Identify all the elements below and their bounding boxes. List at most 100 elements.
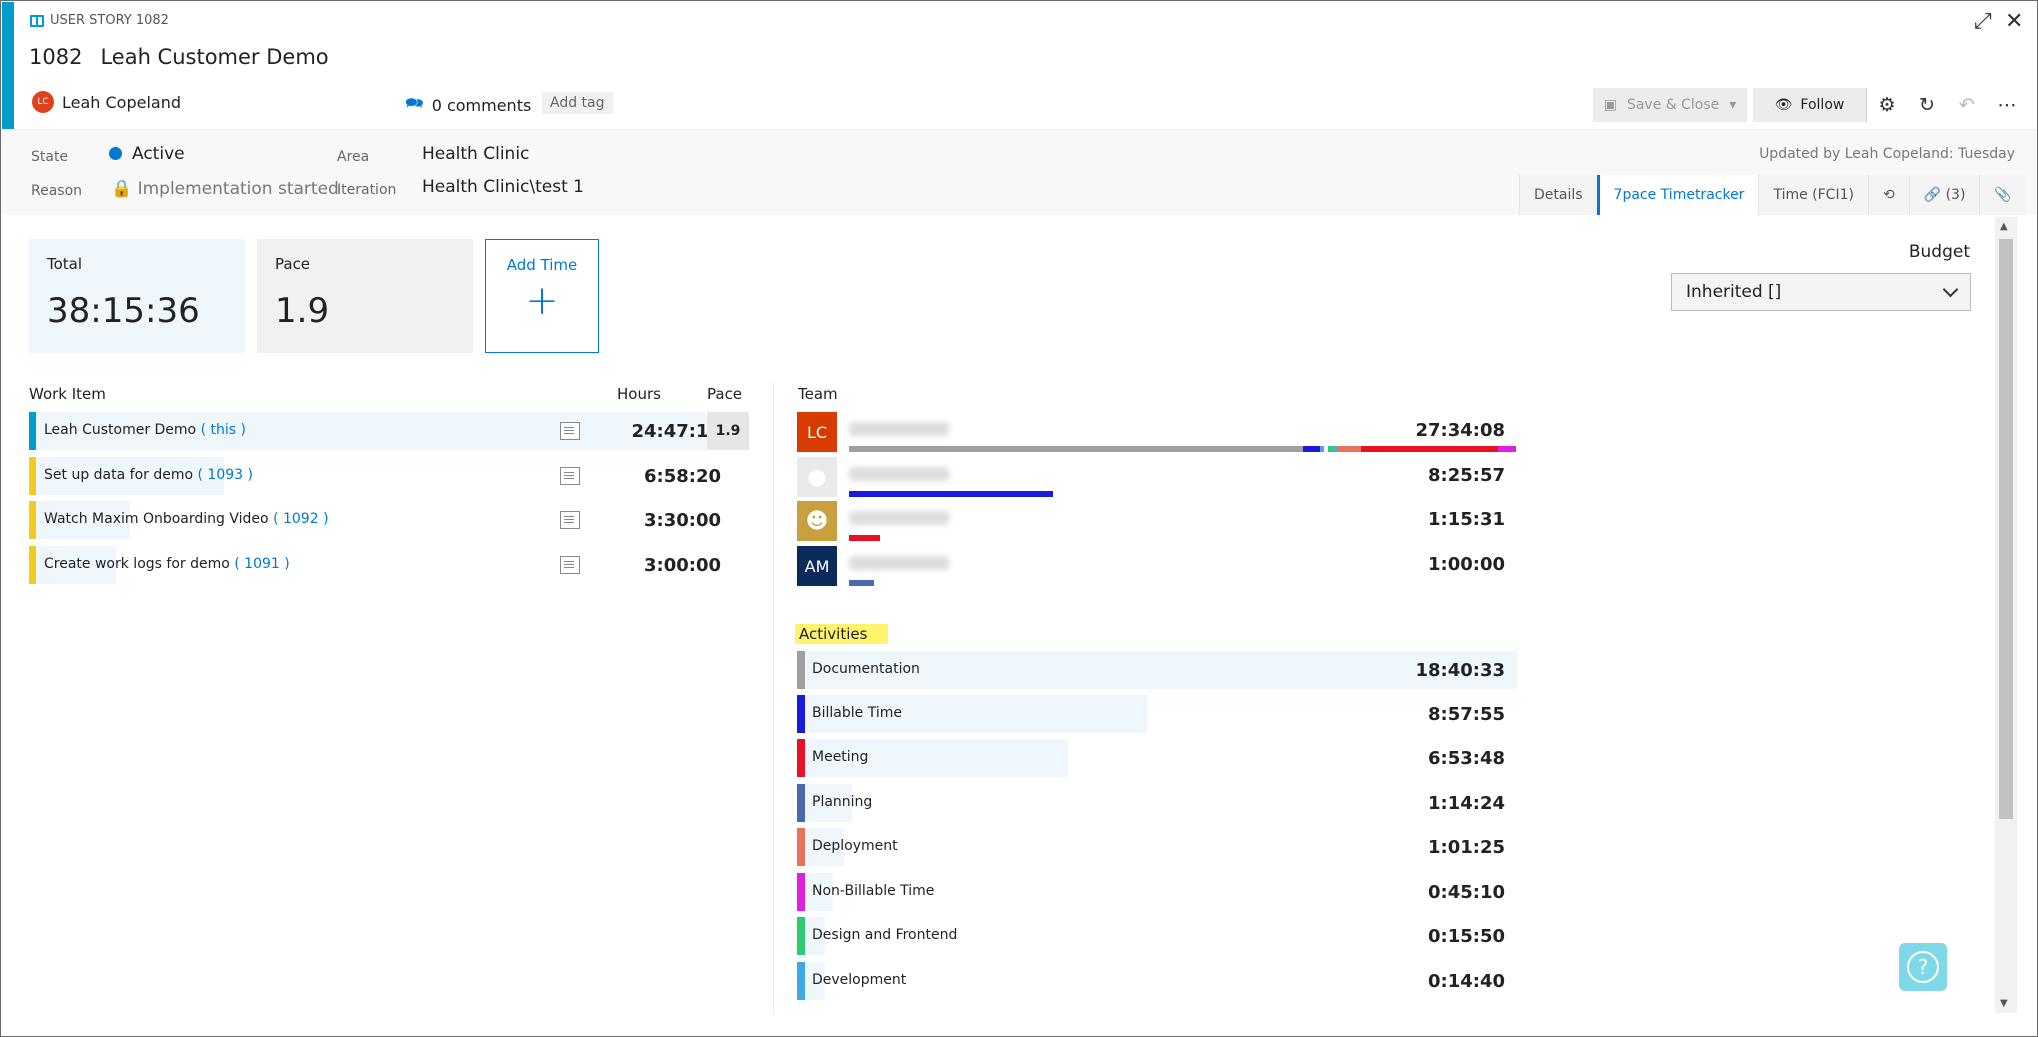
tab-links[interactable]: 🔗 (3): [1908, 175, 1980, 215]
activity-row[interactable]: Billable Time 8:57:55: [797, 695, 1517, 733]
scroll-up-icon[interactable]: ▲: [2000, 221, 2008, 232]
work-item-name: Watch Maxim Onboarding Video: [44, 511, 269, 527]
fields-strip: State Active Reason 🔒 Implementation sta…: [1, 129, 2037, 215]
scroll-down-icon[interactable]: ▼: [2000, 998, 2008, 1009]
work-item-id-link[interactable]: ( 1091 ): [234, 556, 290, 572]
activity-row[interactable]: Deployment 1:01:25: [797, 828, 1517, 866]
follow-button[interactable]: 👁 Follow: [1753, 88, 1867, 122]
team-member-row[interactable]: AM 1:00:00: [797, 546, 1517, 586]
activity-time: 1:01:25: [1427, 837, 1505, 858]
activity-time: 8:57:55: [1427, 704, 1505, 725]
link-icon: 🔗: [1923, 187, 1942, 203]
toolbar: ▣ Save & Close ▾ 👁 Follow ⚙ ↻ ↶ ⋯: [1593, 88, 2027, 122]
row-color-stripe: [29, 501, 36, 539]
tab-time-fci1[interactable]: Time (FCI1): [1758, 175, 1868, 215]
owner-avatar: LC: [32, 91, 54, 113]
iteration-value[interactable]: Health Clinic\test 1: [422, 177, 584, 197]
activity-color-stripe: [797, 651, 805, 689]
budget-value: Inherited []: [1686, 282, 1782, 302]
work-item-row[interactable]: Watch Maxim Onboarding Video ( 1092 ) 3:…: [29, 501, 749, 539]
more-icon[interactable]: ⋯: [1997, 94, 2017, 116]
tab-7pace-timetracker[interactable]: 7pace Timetracker: [1596, 175, 1759, 215]
work-item-id-link[interactable]: ( 1092 ): [273, 511, 329, 527]
total-value: 38:15:36: [47, 291, 200, 331]
refresh-icon[interactable]: ↻: [1919, 94, 1935, 116]
activity-color-stripe: [797, 828, 805, 866]
comments-link[interactable]: 🗪 0 comments: [405, 93, 531, 118]
tab-bar: Details 7pace Timetracker Time (FCI1) ⟲ …: [1519, 175, 2026, 215]
member-avatar: ●: [797, 457, 837, 497]
activity-row[interactable]: Meeting 6:53:48: [797, 739, 1517, 777]
member-avatar: ☻: [797, 501, 837, 541]
activity-row[interactable]: Design and Frontend 0:15:50: [797, 917, 1517, 955]
time-bar-segment: [849, 535, 880, 541]
history-icon: ⟲: [1882, 187, 1895, 203]
work-item-name: Create work logs for demo: [44, 556, 230, 572]
save-close-button[interactable]: ▣ Save & Close ▾: [1593, 88, 1747, 122]
vertical-scrollbar[interactable]: ▲ ▼: [1995, 217, 2017, 1013]
activity-time: 6:53:48: [1427, 748, 1505, 769]
help-button[interactable]: ?: [1899, 943, 1947, 991]
work-item-row[interactable]: Leah Customer Demo ( this ) 24:47:16 1.9: [29, 412, 749, 450]
activity-row[interactable]: Planning 1:14:24: [797, 784, 1517, 822]
team-member-row[interactable]: ☻ 1:15:31: [797, 501, 1517, 541]
add-tag-button[interactable]: Add tag: [542, 92, 613, 114]
worklog-icon[interactable]: [560, 556, 580, 574]
tab-details[interactable]: Details: [1519, 175, 1597, 215]
worklog-icon[interactable]: [560, 467, 580, 485]
row-color-stripe: [29, 412, 36, 450]
activity-share-bar: [805, 873, 833, 911]
team-title: Team: [798, 385, 838, 403]
activity-name: Deployment: [812, 838, 898, 854]
activity-name: Billable Time: [812, 705, 902, 721]
activity-color-stripe: [797, 962, 805, 1000]
total-card: Total 38:15:36: [29, 239, 245, 353]
work-item-pace: 1.9: [707, 412, 749, 450]
activity-row[interactable]: Non-Billable Time 0:45:10: [797, 873, 1517, 911]
tab-history[interactable]: ⟲: [1867, 175, 1909, 215]
budget-dropdown[interactable]: Inherited []: [1671, 273, 1971, 311]
links-count: (3): [1945, 187, 1966, 203]
activity-name: Meeting: [812, 749, 869, 765]
eye-icon: 👁: [1774, 97, 1793, 113]
activity-row[interactable]: Documentation 18:40:33: [797, 651, 1517, 689]
area-value[interactable]: Health Clinic: [422, 144, 530, 164]
member-name-redacted: [849, 511, 949, 525]
total-label: Total: [47, 255, 83, 273]
member-name-redacted: [849, 467, 949, 481]
activity-color-stripe: [797, 873, 805, 911]
worklog-icon[interactable]: [560, 422, 580, 440]
activity-time: 0:45:10: [1427, 882, 1505, 903]
member-avatar: LC: [797, 412, 837, 452]
worklog-icon[interactable]: [560, 511, 580, 529]
team-member-row[interactable]: LC 27:34:08: [797, 412, 1517, 452]
work-item-id-link[interactable]: ( 1093 ): [197, 467, 253, 483]
expand-icon[interactable]: ⤢: [1974, 9, 1992, 34]
work-item-row[interactable]: Create work logs for demo ( 1091 ) 3:00:…: [29, 546, 749, 584]
work-item-id-link[interactable]: ( this ): [200, 422, 246, 438]
team-member-row[interactable]: ● 8:25:57: [797, 457, 1517, 497]
close-icon[interactable]: ✕: [2005, 9, 2024, 34]
activity-name: Documentation: [812, 661, 920, 677]
assigned-to[interactable]: LC Leah Copeland: [32, 91, 181, 113]
iteration-label: Iteration: [337, 182, 397, 198]
undo-icon[interactable]: ↶: [1959, 94, 1975, 116]
time-bar-segment: [849, 491, 1053, 497]
updated-by: Updated by Leah Copeland: Tuesday: [1759, 146, 2015, 162]
scrollbar-thumb[interactable]: [1999, 239, 2013, 819]
state-field[interactable]: Active: [109, 144, 185, 164]
work-item-title[interactable]: Leah Customer Demo: [100, 45, 329, 69]
gear-icon[interactable]: ⚙: [1878, 94, 1896, 116]
member-time: 1:15:31: [1427, 509, 1505, 530]
time-bar-segment: [1303, 446, 1320, 452]
add-time-button[interactable]: Add Time +: [485, 239, 599, 353]
time-bar-segment: [1498, 446, 1516, 452]
tab-attachments[interactable]: 📎: [1979, 175, 2026, 215]
activity-share-bar: [805, 784, 852, 822]
activity-row[interactable]: Development 0:14:40: [797, 962, 1517, 1000]
user-story-icon: [30, 14, 44, 27]
work-item-row[interactable]: Set up data for demo ( 1093 ) 6:58:20: [29, 457, 749, 495]
row-color-stripe: [29, 457, 36, 495]
chevron-down-icon[interactable]: ▾: [1729, 97, 1737, 113]
activity-share-bar: [805, 695, 1147, 733]
